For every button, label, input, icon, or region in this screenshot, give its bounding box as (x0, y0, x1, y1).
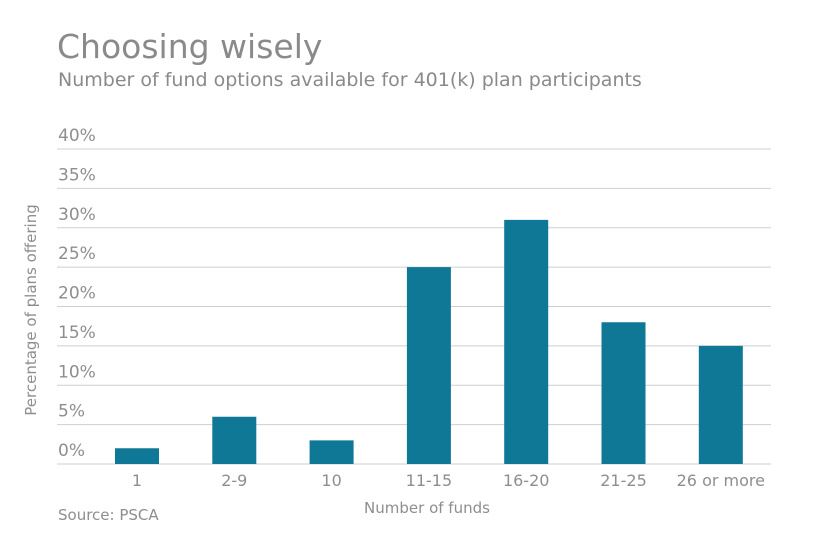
y-axis-ticks: 0% 5% 10% 15% 20% 25% 30% 35% 40% (58, 126, 96, 461)
chart-subtitle: Number of fund options available for 401… (58, 69, 642, 91)
x-tick-label: 21-25 (600, 471, 647, 490)
x-tick-label: 11-15 (406, 471, 453, 490)
y-tick-label: 5% (58, 402, 85, 422)
y-tick-label: 10% (58, 362, 96, 382)
y-tick-label: 20% (58, 284, 96, 304)
bar-26-or-more (698, 345, 743, 464)
bar-11-15 (406, 267, 451, 464)
bars (115, 219, 743, 464)
bar-1 (115, 448, 159, 464)
y-axis-title: Percentage of plans offering (22, 204, 40, 415)
x-axis-title: Number of funds (364, 499, 490, 517)
x-tick-label: 10 (321, 471, 341, 490)
y-tick-label: 25% (58, 244, 96, 264)
bar-21-25 (601, 322, 646, 464)
x-axis-ticks: 1 2-9 10 11-15 16-20 21-25 26 or more (132, 471, 765, 490)
x-tick-label: 16-20 (503, 471, 550, 490)
chart-title: Choosing wisely (57, 27, 322, 66)
y-tick-label: 40% (58, 126, 96, 146)
y-tick-label: 15% (58, 323, 96, 343)
bar-16-20 (504, 219, 549, 464)
bar-2-9 (212, 416, 257, 464)
x-tick-label: 26 or more (677, 471, 765, 490)
y-tick-label: 30% (58, 205, 96, 225)
x-tick-label: 2-9 (221, 471, 247, 490)
bar-10 (309, 440, 354, 464)
source-note: Source: PSCA (58, 506, 159, 524)
y-tick-label: 35% (58, 165, 96, 185)
x-tick-label: 1 (132, 471, 142, 490)
y-tick-label: 0% (58, 441, 85, 461)
